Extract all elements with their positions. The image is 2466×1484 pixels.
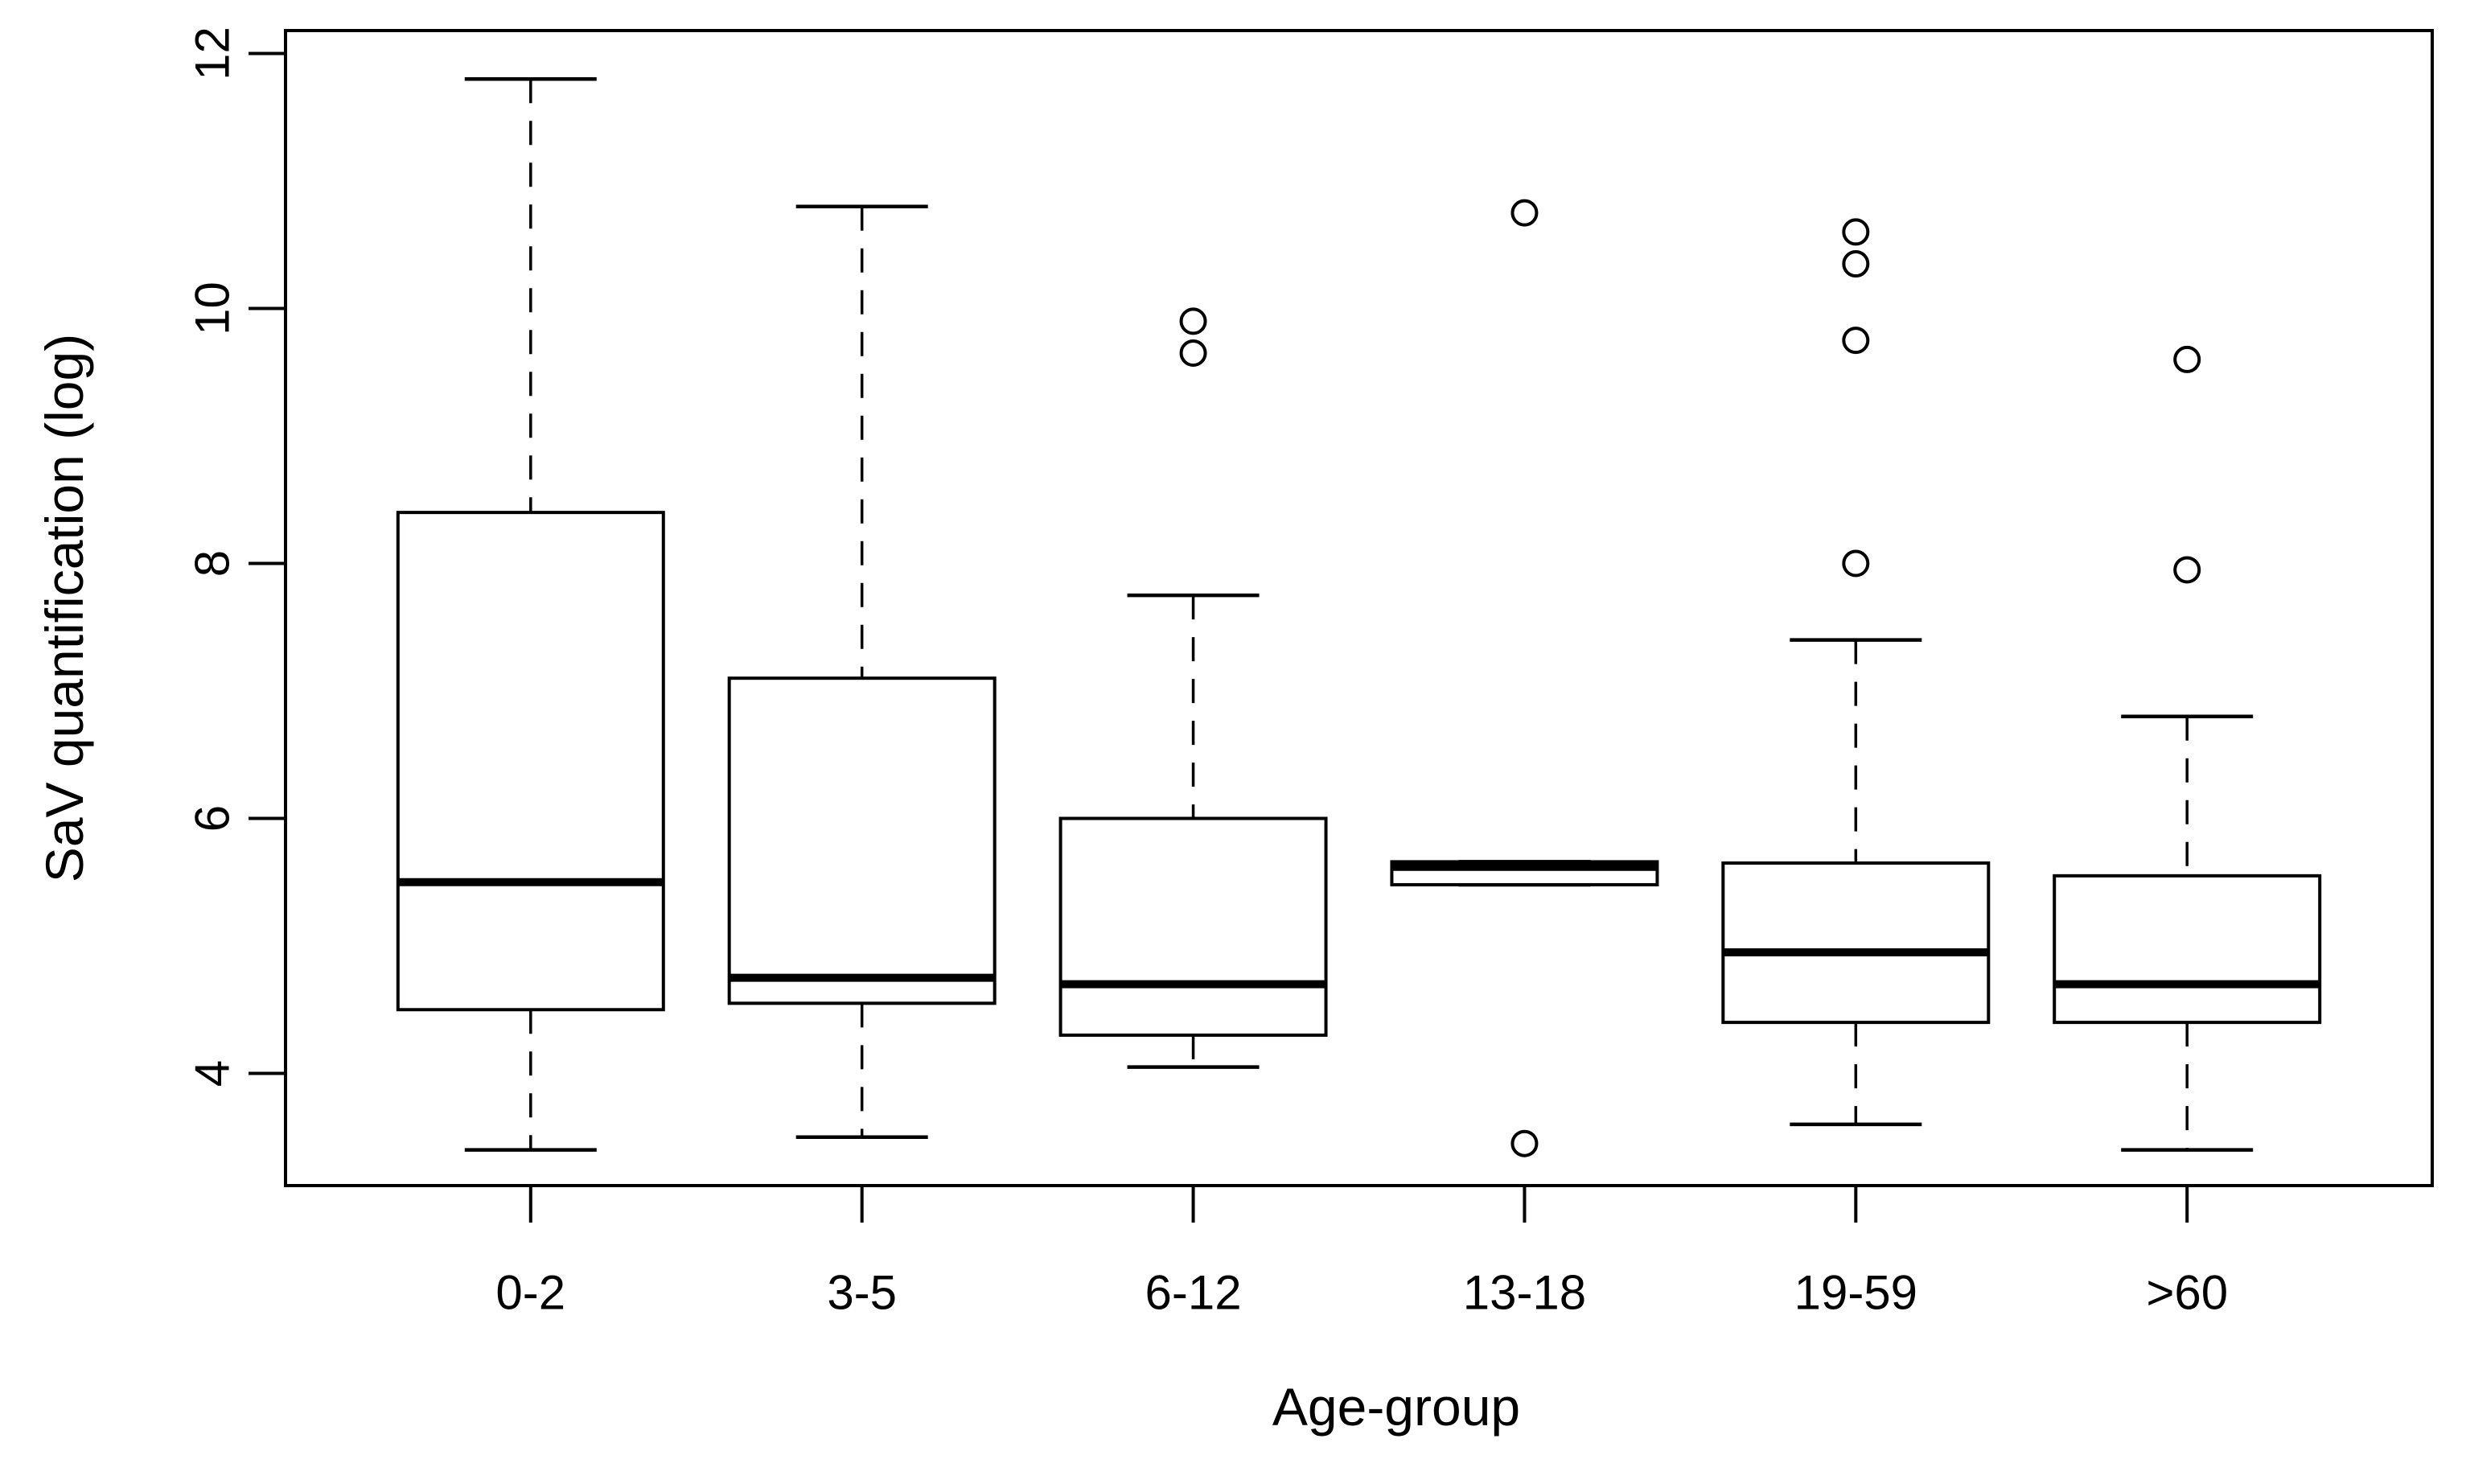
- iqr-box: [2053, 874, 2322, 1025]
- outlier-point: [2173, 345, 2201, 373]
- y-tick-label: 4: [186, 1060, 240, 1087]
- y-tick-label: 8: [186, 550, 240, 577]
- x-tick-label: 13-18: [1463, 1266, 1586, 1320]
- x-tick-label: 0-2: [495, 1266, 565, 1320]
- box-0-2: [396, 76, 665, 1152]
- box-19-59: [1721, 218, 1991, 1127]
- x-tick-label: >60: [2146, 1266, 2228, 1320]
- box-13-18: [1390, 199, 1659, 1157]
- x-axis: 0-2 3-5 6-12 13-18 19-59 >60: [495, 1186, 2228, 1320]
- box-6-12: [1058, 307, 1328, 1069]
- y-axis: 4 6 8 10 12: [186, 27, 286, 1087]
- box->60: [2053, 345, 2322, 1152]
- x-tick-label: 19-59: [1794, 1266, 1917, 1320]
- iqr-box: [727, 676, 997, 1005]
- outlier-point: [1179, 307, 1207, 335]
- outlier-point: [1842, 250, 1870, 278]
- outlier-point: [1842, 549, 1870, 578]
- x-axis-title: Age-group: [1272, 1377, 1520, 1437]
- x-tick-label: 6-12: [1145, 1266, 1242, 1320]
- iqr-box: [396, 511, 665, 1012]
- outlier-point: [1842, 327, 1870, 355]
- iqr-box: [1058, 816, 1328, 1037]
- box-3-5: [727, 204, 997, 1140]
- iqr-box: [1721, 861, 1991, 1025]
- outlier-point: [1510, 199, 1539, 227]
- outlier-point: [1510, 1129, 1539, 1157]
- y-tick-label: 12: [186, 27, 240, 80]
- y-tick-label: 6: [186, 805, 240, 832]
- plot-frame: [284, 29, 2434, 1187]
- outlier-point: [2173, 556, 2201, 584]
- outlier-point: [1842, 218, 1870, 246]
- outlier-point: [1179, 339, 1207, 368]
- x-tick-label: 3-5: [827, 1266, 897, 1320]
- y-axis-title: SaV quantification (log): [35, 334, 94, 882]
- y-tick-label: 10: [186, 282, 240, 335]
